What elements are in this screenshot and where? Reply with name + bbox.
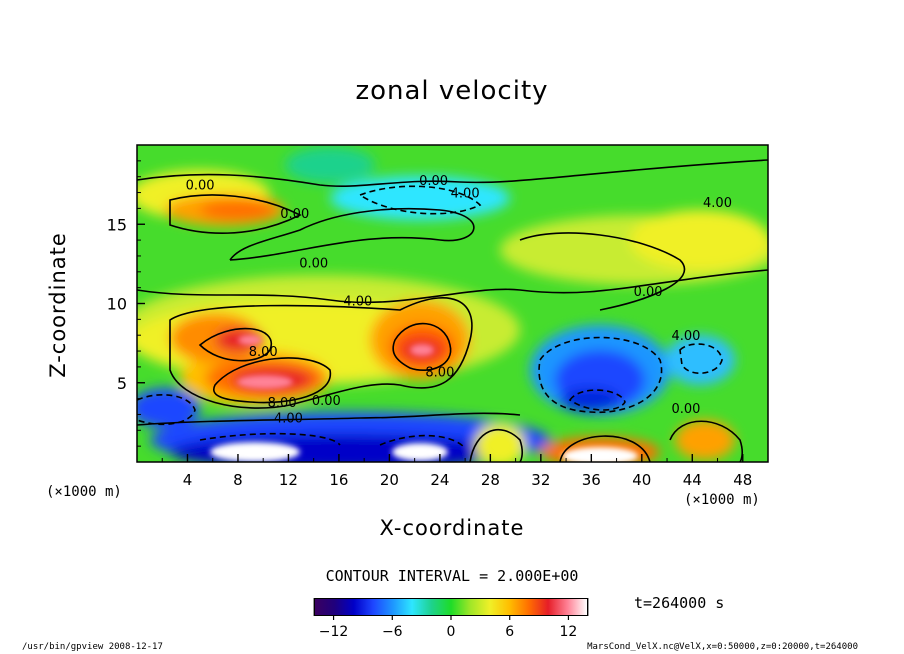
x-tick-label: 20 — [380, 471, 399, 489]
y-tick-label: 10 — [107, 295, 127, 314]
contour-line — [198, 327, 273, 362]
contour-label: 0.00 — [419, 174, 448, 189]
contour-line — [392, 322, 452, 372]
contour-line — [669, 420, 743, 462]
contour-line — [568, 389, 626, 411]
contour-label: 0.00 — [299, 256, 328, 271]
contour-labels: 0.000.000.000.004.004.000.004.008.008.00… — [186, 174, 732, 427]
page-title: zonal velocity — [355, 76, 549, 106]
x-tick-label: 48 — [733, 471, 752, 489]
contour-line — [137, 269, 768, 304]
colorbar-tick-label: 0 — [447, 624, 456, 640]
contour-label: 8.00 — [425, 366, 454, 381]
contour-label: 8.00 — [268, 396, 297, 411]
contour-line — [358, 185, 482, 215]
contour-line — [137, 394, 196, 426]
contour-label: 4.00 — [451, 187, 480, 202]
x-tick-label: 40 — [632, 471, 651, 489]
contour-line — [538, 336, 663, 414]
contour-label: 4.00 — [274, 412, 303, 427]
contour-label: 0.00 — [186, 179, 215, 194]
footer-program-date: /usr/bin/gpview 2008-12-17 — [22, 642, 163, 652]
x-tick-label: 44 — [683, 471, 702, 489]
x-tick-label: 28 — [481, 471, 500, 489]
x-unit-right: (×1000 m) — [684, 492, 760, 508]
footer-data-source: MarsCond_VelX.nc@VelX,x=0:50000,z=0:2000… — [587, 642, 858, 652]
contour-label: 4.00 — [343, 294, 372, 309]
contour-label: 4.00 — [703, 196, 732, 211]
contour-label: 8.00 — [249, 345, 278, 360]
contour-label: 0.00 — [671, 402, 700, 417]
contour-line — [559, 435, 651, 462]
plot-area: 0.000.000.000.004.004.000.004.008.008.00… — [137, 145, 768, 462]
contour-line — [229, 207, 475, 261]
colorbar-tick-label: −12 — [319, 624, 349, 640]
contour-label: 4.00 — [671, 329, 700, 344]
contour-line — [169, 296, 473, 409]
x-tick-label: 36 — [582, 471, 601, 489]
colorbar-tick-label: 12 — [560, 624, 578, 640]
x-tick-label: 4 — [183, 471, 193, 489]
x-axis-label: X-coordinate — [379, 516, 525, 540]
y-tick-label: 15 — [107, 215, 127, 234]
colorbar-tick-label: −6 — [382, 624, 403, 640]
contour-line — [213, 357, 331, 404]
colorbar-tick-label: 6 — [505, 624, 514, 640]
y-axis-label: Z-coordinate — [46, 232, 70, 378]
contour-line — [469, 429, 523, 462]
time-label: t=264000 s — [634, 594, 725, 612]
contour-line — [169, 194, 302, 234]
y-tick-label: 5 — [117, 374, 127, 393]
colorbar — [314, 598, 588, 616]
x-unit-left: (×1000 m) — [46, 484, 122, 500]
contour-label: 0.00 — [634, 285, 663, 300]
contour-lines — [137, 159, 768, 462]
contour-line — [137, 412, 521, 426]
contour-label: 0.00 — [280, 207, 309, 222]
x-tick-label: 24 — [430, 471, 449, 489]
x-tick-label: 16 — [329, 471, 348, 489]
contour-interval-label: CONTOUR INTERVAL = 2.000E+00 — [325, 567, 579, 585]
x-tick-label: 8 — [233, 471, 243, 489]
contour-line — [379, 434, 466, 449]
contour-line — [137, 159, 768, 188]
contour-line — [519, 232, 686, 311]
field-cores — [210, 335, 638, 462]
y-axis: 5 10 15 — [107, 160, 145, 447]
contour-line — [199, 432, 341, 446]
contour-label: 0.00 — [312, 394, 341, 409]
x-tick-label: 12 — [279, 471, 298, 489]
contour-line — [679, 343, 723, 374]
dashed-contours — [137, 185, 723, 449]
x-axis: 4 8 12 16 20 24 28 32 36 40 44 48 — [161, 454, 752, 489]
x-tick-label: 32 — [531, 471, 550, 489]
